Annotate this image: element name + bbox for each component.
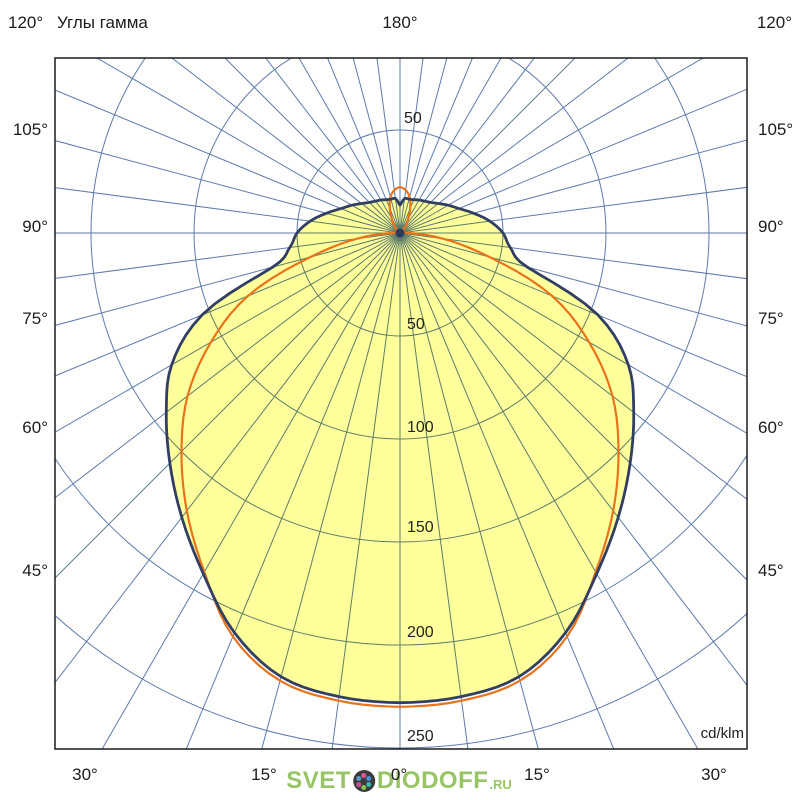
watermark-text-ru: .RU: [489, 777, 512, 792]
radial-tick-100: 100: [407, 419, 434, 436]
gamma-angle-label-bottom-left-15: 15°: [251, 765, 277, 784]
watermark-text-svet: SVET: [286, 767, 351, 794]
gamma-angle-label-bottom-right-15: 15°: [524, 765, 550, 784]
radial-tick-150: 150: [407, 519, 434, 536]
gamma-angle-label-top-left-120: 120°: [8, 13, 44, 32]
watermark: SVET DIODOFF .RU: [286, 767, 512, 795]
gamma-angle-label-bottom-right-30: 30°: [701, 765, 727, 784]
radial-tick-200: 200: [407, 624, 434, 641]
chart-title: Углы гамма: [57, 13, 148, 32]
gamma-angle-label-left-60: 60°: [22, 418, 48, 437]
gamma-angle-label-180: 180°: [382, 13, 418, 32]
watermark-text-diodoff: DIODOFF: [376, 767, 489, 794]
gamma-angle-label-right-105: 105°: [758, 120, 794, 139]
gamma-angle-label-right-90: 90°: [758, 217, 784, 236]
gamma-angle-label-left-90: 90°: [22, 217, 48, 236]
gamma-angle-label-left-75: 75°: [22, 309, 48, 328]
gamma-angle-label-right-45: 45°: [758, 561, 784, 580]
gamma-angle-label-right-60: 60°: [758, 418, 784, 437]
gamma-angle-label-top-right-120: 120°: [756, 13, 792, 32]
led-cluster-icon: [352, 770, 375, 792]
gamma-angle-label-left-105: 105°: [12, 120, 48, 139]
radial-tick-250: 250: [407, 728, 434, 745]
radial-tick-50-upper: 50: [404, 110, 422, 127]
gamma-angle-label-bottom-0: 0°: [390, 765, 408, 784]
radial-tick-50: 50: [407, 316, 425, 333]
gamma-angle-label-bottom-left-30: 30°: [72, 765, 98, 784]
unit-label-cd-klm: cd/klm: [700, 725, 744, 742]
gamma-angle-label-right-75: 75°: [758, 309, 784, 328]
gamma-angle-label-left-45: 45°: [22, 561, 48, 580]
